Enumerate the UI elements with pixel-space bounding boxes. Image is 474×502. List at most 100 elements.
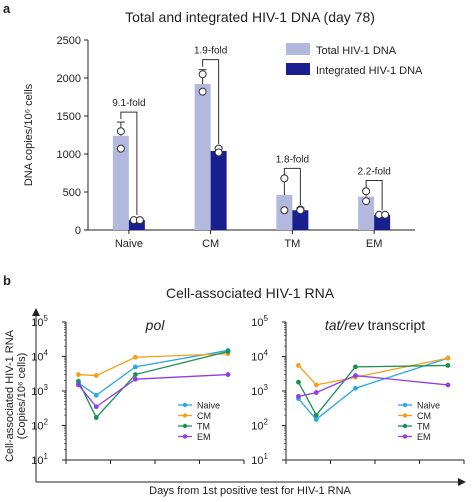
data-point	[381, 210, 390, 219]
series-point-tm	[445, 363, 451, 368]
legend-marker-b	[402, 413, 408, 418]
bar-integrated	[292, 210, 309, 230]
legend-label-b: Naive	[417, 401, 440, 411]
series-point-em	[313, 390, 319, 395]
fold-change-label: 1.9-fold	[194, 46, 227, 57]
data-point	[116, 127, 125, 136]
data-point	[214, 148, 223, 157]
y-tick-label-a: 1500	[57, 111, 81, 123]
series-point-tm	[313, 412, 319, 418]
legend-marker-b	[402, 434, 408, 439]
fold-bracket	[365, 179, 383, 211]
series-line-cm	[297, 357, 449, 386]
bar-integrated	[210, 150, 227, 230]
y-tick-label-a: 2000	[57, 73, 81, 85]
series-line-em	[77, 373, 229, 408]
y-tick-label-b: 104	[31, 349, 48, 364]
x-tick-label-a: EM	[366, 238, 383, 250]
fold-change-label: 1.8-fold	[276, 154, 309, 165]
series-point-tm	[76, 378, 81, 384]
series-point-em	[445, 382, 451, 388]
y-tick-label-b: 103	[31, 383, 48, 398]
y-tick-label-b: 101	[251, 452, 268, 467]
legend-swatch-a	[286, 43, 310, 55]
legend-marker-b	[182, 434, 188, 439]
legend-swatch-a	[286, 63, 310, 75]
series-point-cm	[133, 354, 138, 360]
series-point-em	[353, 373, 358, 378]
y-tick-label-b: 102	[31, 418, 48, 433]
series-point-em	[133, 376, 138, 382]
data-point	[198, 87, 207, 96]
series-point-cm	[76, 372, 81, 377]
bar-total	[194, 84, 211, 230]
y-tick-label-a: 2500	[57, 35, 81, 47]
series-line-em	[298, 374, 449, 397]
series-point-tm	[353, 364, 358, 370]
subplot-title: tat/rev transcript	[325, 317, 425, 333]
series-point-em	[225, 372, 231, 377]
legend-label-a: Total HIV-1 DNA	[316, 45, 397, 57]
y-tick-label-b: 103	[251, 383, 268, 398]
series-point-tm	[225, 349, 231, 354]
legend-label-b: EM	[197, 432, 211, 442]
data-point	[280, 206, 289, 215]
data-point	[280, 174, 289, 183]
subplot-title: pol	[145, 317, 166, 333]
series-line-naive	[297, 357, 449, 421]
x-tick-label-a: CM	[202, 238, 219, 250]
series-point-naive	[133, 364, 138, 370]
series-line-cm	[78, 353, 229, 377]
legend-label-a: Integrated HIV-1 DNA	[316, 65, 423, 77]
data-point	[116, 144, 125, 153]
legend-marker-b	[402, 423, 408, 429]
legend-label-b: CM	[197, 411, 211, 421]
legend-label-b: CM	[417, 411, 431, 421]
fold-bracket	[202, 59, 220, 145]
series-point-naive	[353, 385, 358, 391]
series-point-tm	[93, 415, 99, 420]
data-point	[296, 206, 305, 215]
y-tick-label-b: 102	[251, 418, 268, 433]
chart-title-a: Total and integrated HIV-1 DNA (day 78)	[125, 9, 375, 25]
series-point-cm	[93, 373, 99, 378]
outer-y-arrow-head	[32, 308, 40, 316]
series-point-naive	[313, 417, 319, 422]
chart-title-b: Cell-associated HIV-1 RNA	[166, 285, 335, 301]
series-point-tm	[133, 372, 138, 377]
legend-label-b: TM	[417, 422, 430, 432]
bar-integrated	[128, 220, 145, 230]
legend-marker-b	[182, 423, 188, 429]
series-point-em	[76, 382, 81, 388]
legend-label-b: Naive	[197, 401, 220, 411]
bar-total	[358, 196, 375, 230]
series-point-cm	[445, 355, 451, 361]
data-point	[362, 187, 371, 196]
series-line-naive	[78, 349, 229, 397]
y-tick-label-a: 1000	[57, 149, 81, 161]
data-point	[135, 216, 144, 225]
fold-bracket	[120, 111, 138, 215]
fold-change-label: 9.1-fold	[112, 98, 145, 109]
y-tick-label-b: 105	[251, 314, 268, 329]
bar-total	[112, 135, 129, 230]
panel-label-a: a	[3, 1, 11, 16]
series-point-cm	[313, 382, 319, 388]
y-axis-title-b: (Copies/10⁶ cells)	[16, 353, 28, 439]
legend-marker-b	[402, 402, 408, 408]
y-tick-label-b: 105	[31, 314, 48, 329]
fold-change-label: 2.2-fold	[357, 166, 390, 177]
legend-label-b: TM	[197, 422, 210, 432]
y-axis-title-b: Cell-associated HIV-1 RNA	[4, 329, 16, 462]
legend-marker-b	[182, 402, 188, 408]
series-point-tm	[296, 379, 301, 385]
x-tick-label-a: Naive	[115, 238, 143, 250]
y-tick-label-a: 0	[75, 225, 81, 237]
legend-label-b: EM	[417, 432, 431, 442]
data-point	[198, 70, 207, 79]
series-point-em	[93, 404, 99, 410]
series-point-cm	[296, 363, 301, 368]
outer-x-arrow-head	[458, 478, 466, 486]
y-tick-label-a: 500	[63, 187, 81, 199]
